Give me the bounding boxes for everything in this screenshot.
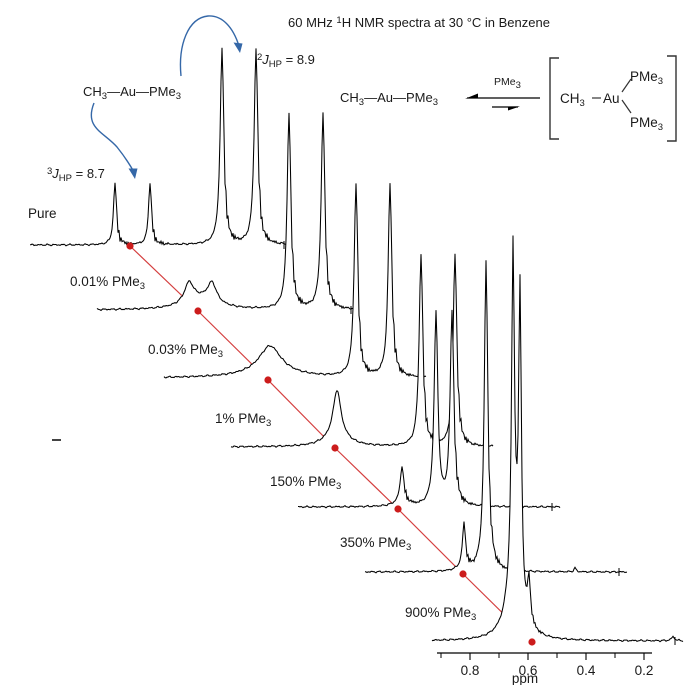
bis-pme3-bottom-label: PMe3 [630,115,663,133]
j3-coupling-label: 3JHP = 8.7 [47,166,105,184]
x-axis-title: ppm [511,671,539,685]
peak-position-dot [194,307,202,315]
equilibrium-arrows-icon [465,93,540,111]
figure-title: 60 MHz 1H NMR spectra at 30 °C in Benzen… [288,15,550,30]
exchange-arrow-pme3-icon [179,15,243,77]
peak-position-dot [528,638,536,646]
series-label: 150% PMe3 [270,474,342,492]
series-label: 350% PMe3 [340,535,412,553]
bond-up-icon [621,78,632,93]
peak-position-dot [459,570,467,578]
peak-position-dot [264,376,272,384]
bis-pme3-top-label: PMe3 [630,69,663,87]
x-axis: 0.8 0.6 0.4 0.2 [437,652,654,678]
spectrum-trace [163,183,427,379]
equilibrium-pme3-label: PMe3 [494,76,521,91]
bis-complex-structure: CH3 Au PMe3 PMe3 [549,55,677,142]
peak-position-dot [394,505,402,513]
mono-complex-structure-center: CH3—Au—PMe3 [340,90,439,108]
stray-mark [52,439,61,441]
x-tick-label: 0.2 [635,663,654,678]
exchange-arrow-ch3-icon [90,102,138,179]
series-label: 1% PMe3 [215,411,272,429]
bis-au-label: Au [603,91,620,106]
x-tick-label: 0.8 [461,663,480,678]
spectrum-trace [96,112,360,312]
series-label: Pure [28,206,57,221]
x-tick-label: 0.6 [519,663,538,678]
x-tick-label: 0.4 [577,663,596,678]
bis-ch3-label: CH3 [560,91,585,109]
peak-position-dot [126,242,134,250]
spectrum-trace [431,235,684,643]
series-label: 0.01% PMe3 [70,274,146,292]
left-bracket-icon [549,57,559,140]
bond-down-icon [621,99,632,114]
spectrum-trace [29,47,293,248]
series-label: 0.03% PMe3 [148,342,224,360]
right-bracket-icon [667,55,677,142]
mono-complex-structure-left: CH3—Au—PMe3 [83,84,182,102]
series-label: 900% PMe3 [405,605,477,623]
spectrum-trace [364,260,628,574]
peak-position-dot [331,444,339,452]
j2-coupling-label: 2JHP = 8.9 [257,52,315,70]
